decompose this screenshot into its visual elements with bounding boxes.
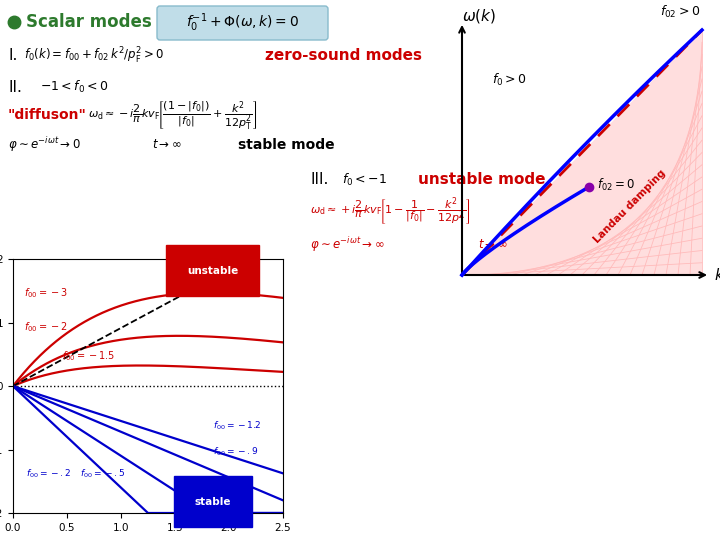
FancyBboxPatch shape	[157, 6, 328, 40]
Text: II.: II.	[8, 79, 22, 94]
Text: $t \rightarrow \infty$: $t \rightarrow \infty$	[152, 138, 181, 152]
Text: $f_{00}=-1.2$: $f_{00}=-1.2$	[213, 419, 261, 432]
Text: $f_{02} = 0$: $f_{02} = 0$	[597, 177, 635, 193]
Text: $\omega_{\rm d} \approx +i\dfrac{2}{\pi}kv_{\rm F}\!\left[1 - \dfrac{1}{|f_0|} -: $\omega_{\rm d} \approx +i\dfrac{2}{\pi}…	[310, 195, 470, 228]
Text: Scalar modes: Scalar modes	[26, 13, 152, 31]
Text: $f_{00}=-1.5$: $f_{00}=-1.5$	[62, 349, 114, 363]
Text: $\varphi \sim e^{-i\omega t} \rightarrow 0$: $\varphi \sim e^{-i\omega t} \rightarrow…	[8, 136, 81, 154]
Text: $\omega(k)$: $\omega(k)$	[462, 7, 496, 25]
Text: $-1 < f_0 < 0$: $-1 < f_0 < 0$	[40, 79, 109, 95]
Text: $f_{00}=-2$: $f_{00}=-2$	[24, 320, 68, 334]
X-axis label: $k/p_F$: $k/p_F$	[135, 538, 161, 540]
Text: $\omega_{\rm d} \approx -i\dfrac{2}{\pi}kv_{\rm F}\!\left[\dfrac{(1-|f_0|)}{|f_0: $\omega_{\rm d} \approx -i\dfrac{2}{\pi}…	[88, 99, 257, 131]
Text: $t \rightarrow \infty$: $t \rightarrow \infty$	[478, 239, 508, 252]
Text: zero-sound modes: zero-sound modes	[265, 49, 422, 64]
Text: $f_{00}=-3$: $f_{00}=-3$	[24, 286, 68, 300]
Text: stable mode: stable mode	[238, 138, 335, 152]
Text: $k$: $k$	[714, 267, 720, 283]
Text: Landau damping: Landau damping	[592, 168, 668, 245]
Text: $f_0(k) = f_{00} + f_{02}\,k^2/p_{\rm F}^2 > 0$: $f_0(k) = f_{00} + f_{02}\,k^2/p_{\rm F}…	[24, 46, 164, 66]
Text: stable: stable	[194, 497, 231, 507]
Text: $f_{00}=-.2$: $f_{00}=-.2$	[26, 467, 71, 480]
Text: unstable: unstable	[187, 266, 238, 275]
Text: unstable mode: unstable mode	[418, 172, 546, 187]
Text: $f_0 < -1$: $f_0 < -1$	[342, 172, 387, 188]
Text: $f_{00}=-.9$: $f_{00}=-.9$	[213, 446, 258, 458]
Text: $f_0 > 0$: $f_0 > 0$	[492, 72, 527, 88]
Polygon shape	[462, 30, 702, 275]
Text: $f_{00}=-.5$: $f_{00}=-.5$	[80, 467, 125, 480]
Text: $\varphi \sim e^{-i\omega t} \rightarrow \infty$: $\varphi \sim e^{-i\omega t} \rightarrow…	[310, 235, 384, 254]
Text: $f_0^{-1} + \Phi(\omega, k) = 0$: $f_0^{-1} + \Phi(\omega, k) = 0$	[186, 12, 300, 35]
Text: I.: I.	[8, 49, 17, 64]
Text: $f_{02} > 0$: $f_{02} > 0$	[660, 4, 700, 20]
Text: III.: III.	[310, 172, 328, 187]
Text: "diffuson": "diffuson"	[8, 108, 87, 122]
